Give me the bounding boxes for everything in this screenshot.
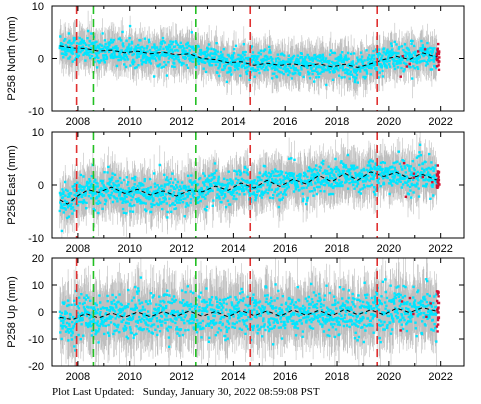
daily-positions-north [58,24,438,87]
model-trend-up [59,307,437,321]
panel-north: 2008 2010 2012 2014 2016 2018 2020 2022 -10 0 10 P2… [6,1,465,128]
x-tick-label: 2008 [66,243,90,255]
x-tick-label: 2010 [117,371,141,383]
x-tick-label: 2016 [273,371,297,383]
x-tick-label: 2010 [117,243,141,255]
last-updated-label: Plot Last Updated: [52,386,135,398]
x-tick-label: 2012 [169,116,193,128]
x-tick-label: 2008 [66,116,90,128]
y-axis-title-east: P258 East (mm) [6,145,18,224]
daily-positions-east [58,143,438,233]
x-tick-label: 2016 [273,243,297,255]
plot-last-updated: Plot Last Updated: Sunday, January 30, 2… [52,386,320,398]
y-tick-label: -10 [28,233,44,245]
last-updated-timestamp: Sunday, January 30, 2022 08:59:08 PST [142,386,320,398]
y-tick-label: 20 [32,253,44,265]
x-tick-label: 2022 [428,243,452,255]
y-tick-label: 10 [32,127,44,139]
x-tick-label: 2014 [221,116,245,128]
y-tick-label: 0 [38,307,44,319]
x-tick-label: 2012 [169,243,193,255]
y-tick-label: 10 [32,280,44,292]
x-tick-label: 2016 [273,116,297,128]
plot-area-north [58,10,441,100]
y-axis-title-north: P258 North (mm) [6,16,18,100]
x-tick-label: 2018 [325,371,349,383]
x-tick-label: 2014 [221,371,245,383]
plot-area-east [58,132,441,238]
model-trend-east [59,171,437,205]
x-tick-label: 2008 [66,371,90,383]
x-tick-label: 2014 [221,243,245,255]
x-tick-label: 2020 [377,116,401,128]
y-tick-label: -20 [28,361,44,373]
y-tick-label: 0 [38,180,44,192]
y-tick-label: 0 [38,54,44,66]
x-tick-label: 2020 [377,371,401,383]
daily-positions-up [58,276,438,352]
y-axis-title-up: P258 Up (mm) [6,276,18,348]
recent-positions-east [402,162,441,198]
x-tick-label: 2018 [325,116,349,128]
y-tick-label: -10 [28,106,44,118]
panel-up: 2008 2010 2012 2014 2016 2018 2020 2022 -20 -10 0 1… [6,253,465,383]
plot-area-up [58,258,441,366]
x-tick-label: 2012 [169,371,193,383]
x-tick-label: 2020 [377,243,401,255]
y-tick-label: 10 [32,1,44,13]
y-tick-label: -10 [28,334,44,346]
x-tick-label: 2018 [325,243,349,255]
panel-east: 2008 2010 2012 2014 2016 2018 2020 2022 -10 0 10 P2… [6,127,465,255]
x-tick-label: 2010 [117,116,141,128]
x-tick-label: 2022 [428,116,452,128]
model-trend-north [59,45,437,68]
x-tick-label: 2022 [428,371,452,383]
